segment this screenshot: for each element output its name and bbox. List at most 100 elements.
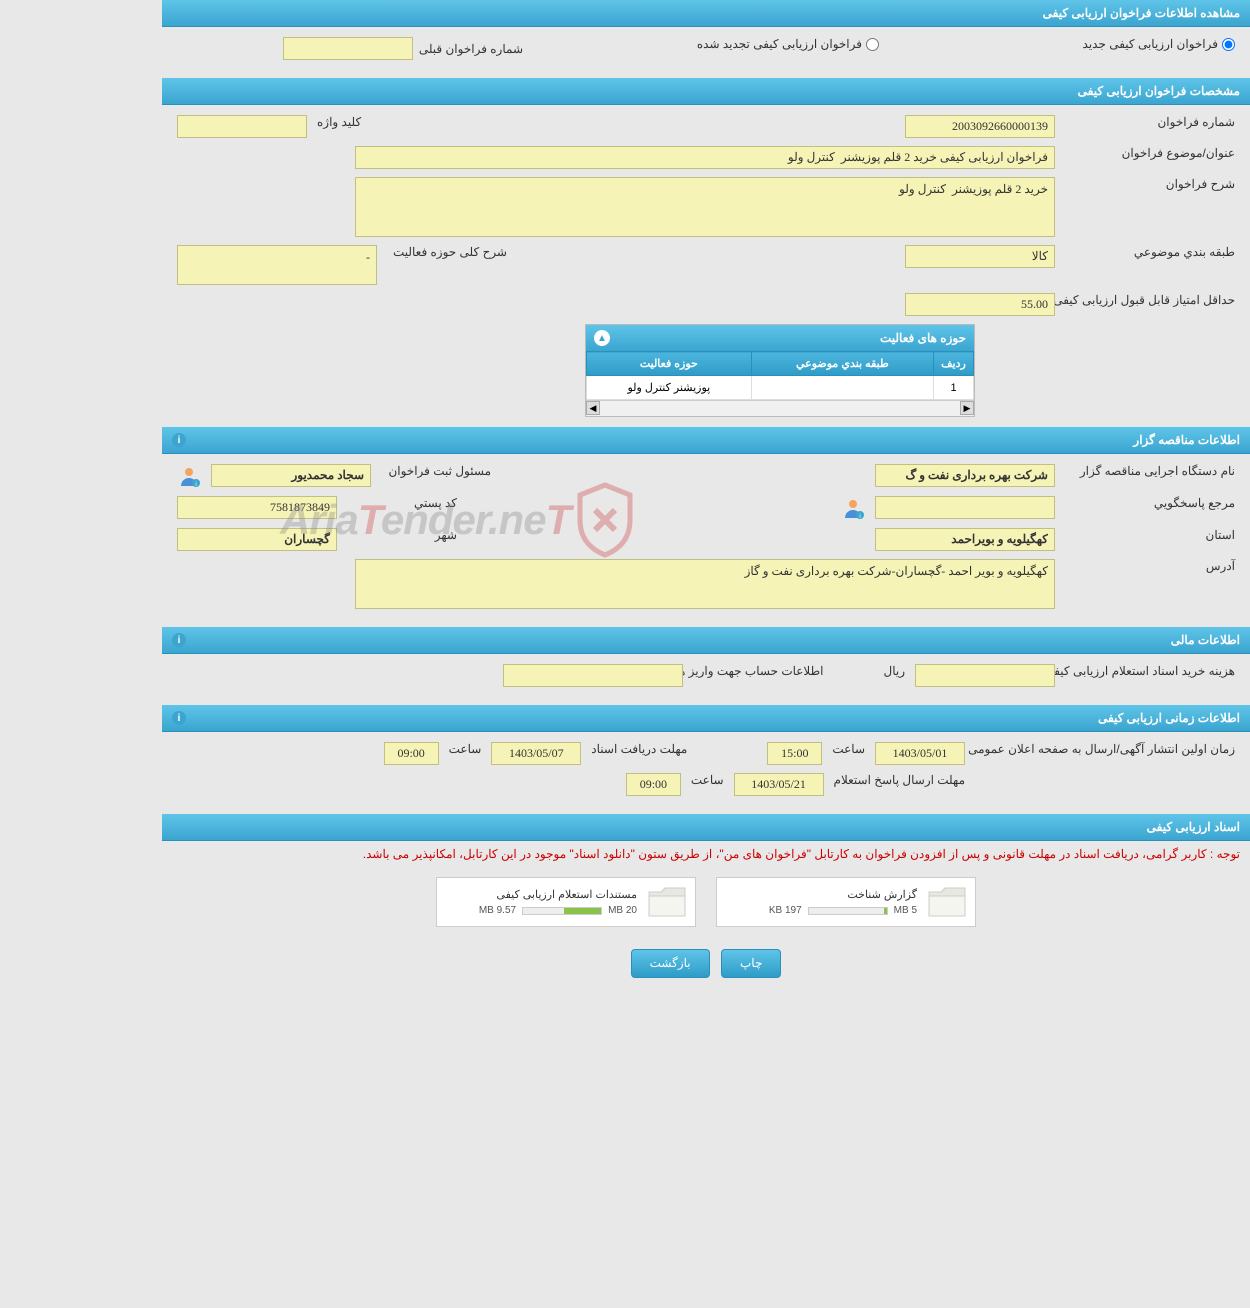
title-label: عنوان/موضوع فراخوان xyxy=(1065,146,1235,160)
organizer-section: نام دستگاه اجرايی مناقصه گزار مسئول ثبت … xyxy=(162,454,1250,627)
agency-label: نام دستگاه اجرايی مناقصه گزار xyxy=(1065,464,1235,478)
activity-row-area: پوزيشنر کنترل ولو xyxy=(587,376,752,400)
number-label: شماره فراخوان xyxy=(1065,115,1235,129)
response-date-input[interactable] xyxy=(734,773,824,796)
user-icon: i xyxy=(177,464,201,488)
province-input[interactable] xyxy=(875,528,1055,551)
print-button[interactable]: چاپ xyxy=(721,949,781,978)
deposit-label: اطلاعات حساب جهت واريز هزينه خريد اسناد xyxy=(693,664,823,678)
table-row: 1 پوزيشنر کنترل ولو xyxy=(587,376,974,400)
info-icon[interactable]: i xyxy=(172,633,186,647)
file2-progress xyxy=(522,907,602,915)
category-label: طبقه بندي موضوعي xyxy=(1065,245,1235,259)
file2-total: 20 MB xyxy=(608,905,637,916)
publish-date-input[interactable] xyxy=(875,742,965,765)
desc-label: شرح فراخوان xyxy=(1065,177,1235,191)
call-type-section: فراخوان ارزيابی کيفی جديد فراخوان ارزياب… xyxy=(162,27,1250,78)
response-ref-label: مرجع پاسخگويي xyxy=(1065,496,1235,510)
documents-note: توجه : کاربر گرامی، دريافت اسناد در مهلت… xyxy=(162,841,1250,867)
radio-new-call[interactable] xyxy=(1222,38,1235,51)
currency-label: ريال xyxy=(883,664,905,678)
number-input[interactable] xyxy=(905,115,1055,138)
activity-col-category: طبقه بندي موضوعي xyxy=(751,352,933,376)
info-icon[interactable]: i xyxy=(172,433,186,447)
activity-scrollbar[interactable]: ▶ ◀ xyxy=(586,400,974,416)
radio-renewed-call-label: فراخوان ارزيابی کيفی تجديد شده xyxy=(697,37,862,51)
response-time-input[interactable] xyxy=(626,773,681,796)
postal-label: کد پستي xyxy=(347,496,457,510)
receive-time-input[interactable] xyxy=(384,742,439,765)
response-label: مهلت ارسال پاسخ استعلام xyxy=(834,773,965,787)
svg-text:i: i xyxy=(195,482,196,488)
keyword-label: کليد واژه xyxy=(317,115,361,129)
button-row: چاپ بازگشت xyxy=(162,937,1250,998)
svg-text:i: i xyxy=(859,514,860,520)
timing-section: زمان اولين انتشار آگهی/ارسال به صفحه اعل… xyxy=(162,732,1250,814)
receive-label: مهلت دريافت اسناد xyxy=(591,742,687,756)
file-box-1[interactable]: گزارش شناخت 5 MB 197 KB xyxy=(716,877,976,927)
page-title: مشاهده اطلاعات فراخوان ارزيابی کيفی xyxy=(1043,6,1240,20)
activity-row-n: 1 xyxy=(934,376,974,400)
activity-col-area: حوزه فعاليت xyxy=(587,352,752,376)
documents-header: اسناد ارزيابی کيفی xyxy=(162,814,1250,841)
title-input[interactable] xyxy=(355,146,1055,169)
receive-time-label: ساعت xyxy=(449,742,482,756)
organizer-header: اطلاعات مناقصه گزار i xyxy=(162,427,1250,454)
spec-section: شماره فراخوان کليد واژه عنوان/موضوع فراخ… xyxy=(162,105,1250,427)
address-textarea[interactable] xyxy=(355,559,1055,609)
activity-col-row: رديف xyxy=(934,352,974,376)
activity-panel: حوزه های فعاليت ▲ رديف طبقه بندي موضوعي … xyxy=(585,324,975,417)
info-icon[interactable]: i xyxy=(172,711,186,725)
file2-title: مستندات استعلام ارزيابی کيفی xyxy=(445,888,637,901)
fee-input[interactable] xyxy=(915,664,1055,687)
registrar-input[interactable] xyxy=(211,464,371,487)
deposit-input[interactable] xyxy=(503,664,683,687)
keyword-input[interactable] xyxy=(177,115,307,138)
registrar-label: مسئول ثبت فراخوان xyxy=(381,464,491,478)
collapse-icon[interactable]: ▲ xyxy=(594,330,610,346)
spec-header: مشخصات فراخوان ارزيابی کيفی xyxy=(162,78,1250,105)
file1-total: 5 MB xyxy=(894,905,917,916)
files-row: گزارش شناخت 5 MB 197 KB مستندات استعلام … xyxy=(162,867,1250,937)
min-score-label: حداقل امتياز قابل قبول ارزيابی کيفی xyxy=(1065,293,1235,307)
response-time-label: ساعت xyxy=(691,773,724,787)
folder-icon xyxy=(647,886,687,918)
city-input[interactable] xyxy=(177,528,337,551)
file-box-2[interactable]: مستندات استعلام ارزيابی کيفی 20 MB 9.57 … xyxy=(436,877,696,927)
activity-summary-textarea[interactable] xyxy=(177,245,377,285)
agency-input[interactable] xyxy=(875,464,1055,487)
activity-panel-header: حوزه های فعاليت ▲ xyxy=(586,325,974,351)
activity-table: رديف طبقه بندي موضوعي حوزه فعاليت 1 پوزي… xyxy=(586,351,974,400)
file1-used: 197 KB xyxy=(769,905,802,916)
activity-row-cat xyxy=(751,376,933,400)
publish-time-input[interactable] xyxy=(767,742,822,765)
financial-section: هزينه خريد اسناد استعلام ارزيابی کيفی ري… xyxy=(162,654,1250,705)
address-label: آدرس xyxy=(1065,559,1235,573)
back-button[interactable]: بازگشت xyxy=(631,949,710,978)
folder-icon xyxy=(927,886,967,918)
prev-number-label: شماره فراخوان قبلی xyxy=(419,42,523,56)
page-title-header: مشاهده اطلاعات فراخوان ارزيابی کيفی xyxy=(162,0,1250,27)
province-label: استان xyxy=(1065,528,1235,542)
file1-title: گزارش شناخت xyxy=(725,888,917,901)
prev-number-input[interactable] xyxy=(283,37,413,60)
file2-used: 9.57 MB xyxy=(479,905,516,916)
min-score-input[interactable] xyxy=(905,293,1055,316)
city-label: شهر xyxy=(347,528,457,542)
file1-progress xyxy=(808,907,888,915)
financial-header: اطلاعات مالی i xyxy=(162,627,1250,654)
radio-renewed-call[interactable] xyxy=(866,38,879,51)
postal-input[interactable] xyxy=(177,496,337,519)
publish-label: زمان اولين انتشار آگهی/ارسال به صفحه اعل… xyxy=(975,742,1235,756)
scroll-right-icon[interactable]: ▶ xyxy=(960,401,974,415)
activity-panel-title: حوزه های فعاليت xyxy=(880,331,966,345)
fee-label: هزينه خريد اسناد استعلام ارزيابی کيفی xyxy=(1065,664,1235,678)
publish-time-label: ساعت xyxy=(832,742,865,756)
response-ref-input[interactable] xyxy=(875,496,1055,519)
radio-new-call-label: فراخوان ارزيابی کيفی جديد xyxy=(1083,37,1218,51)
scroll-left-icon[interactable]: ◀ xyxy=(586,401,600,415)
receive-date-input[interactable] xyxy=(491,742,581,765)
desc-textarea[interactable] xyxy=(355,177,1055,237)
timing-header: اطلاعات زمانی ارزيابی کيفی i xyxy=(162,705,1250,732)
category-input[interactable] xyxy=(905,245,1055,268)
